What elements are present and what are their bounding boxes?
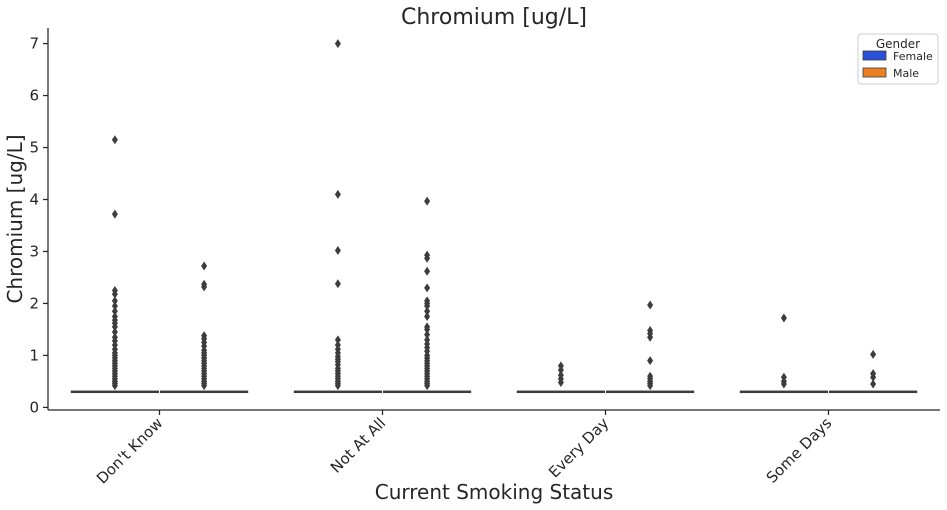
x-tick-label: Not At All (327, 414, 389, 476)
outlier-point (334, 245, 341, 255)
y-tick-label: 4 (29, 191, 39, 209)
outlier-point (201, 381, 208, 391)
legend-title: Gender (876, 37, 920, 51)
outlier-point (424, 196, 431, 206)
x-axis-label: Current Smoking Status (375, 480, 614, 504)
outlier-point (334, 39, 341, 49)
y-tick-label: 2 (29, 294, 39, 312)
legend-swatch-female (862, 50, 887, 61)
y-ticks: 0 1 2 3 4 5 6 7 (29, 35, 48, 416)
outlier-point (334, 189, 341, 199)
outlier-point (111, 209, 118, 219)
outlier-point (424, 311, 431, 321)
outlier-point (334, 335, 341, 345)
y-tick-label: 6 (29, 87, 39, 105)
plot-marks (70, 39, 918, 394)
outlier-point (111, 327, 118, 337)
outlier-point (334, 381, 341, 391)
outlier-point (424, 266, 431, 276)
outlier-point (111, 301, 118, 311)
outlier-point (870, 372, 877, 382)
legend-label-male: Male (893, 67, 919, 80)
outlier-point (111, 289, 118, 299)
outlier-point (780, 379, 787, 389)
y-tick-label: 1 (29, 346, 39, 364)
x-tick-label: Some Days (763, 414, 836, 487)
outlier-point (424, 306, 431, 316)
outlier-point (557, 365, 564, 375)
legend: Gender Female Male (857, 33, 939, 85)
outlier-point (780, 313, 787, 323)
y-tick-label: 0 (29, 398, 39, 416)
outlier-point (647, 332, 654, 342)
outlier-point (424, 324, 431, 334)
y-tick-label: 7 (29, 35, 39, 53)
outlier-point (111, 296, 118, 306)
chart-title: Chromium [ug/L] (401, 5, 587, 30)
outlier-point (870, 379, 877, 389)
y-tick-label: 5 (29, 139, 39, 157)
legend-label-female: Female (893, 50, 933, 63)
outlier-point (111, 381, 118, 391)
outlier-point (201, 282, 208, 292)
legend-swatch-male (862, 67, 887, 78)
x-tick-label: Don't Know (93, 414, 166, 487)
outlier-point (111, 306, 118, 316)
outlier-point (111, 135, 118, 145)
axes (47, 28, 940, 411)
outlier-point (424, 301, 431, 311)
outlier-point (424, 253, 431, 263)
y-tick-label: 3 (29, 242, 39, 260)
outlier-point (201, 261, 208, 271)
outlier-point (111, 322, 118, 332)
outlier-point (424, 381, 431, 391)
outlier-point (557, 377, 564, 387)
x-tick-label: Every Day (545, 414, 612, 481)
outlier-point (424, 283, 431, 293)
outlier-point (647, 356, 654, 366)
outlier-point (424, 330, 431, 340)
outlier-point (334, 279, 341, 289)
x-ticks: Don't Know Not At All Every Day Some Days (93, 410, 836, 487)
outlier-point (870, 349, 877, 359)
y-axis-label: Chromium [ug/L] (3, 134, 27, 303)
legend-entries: Female Male (862, 50, 933, 80)
outlier-point (647, 381, 654, 391)
outlier-point (647, 300, 654, 310)
